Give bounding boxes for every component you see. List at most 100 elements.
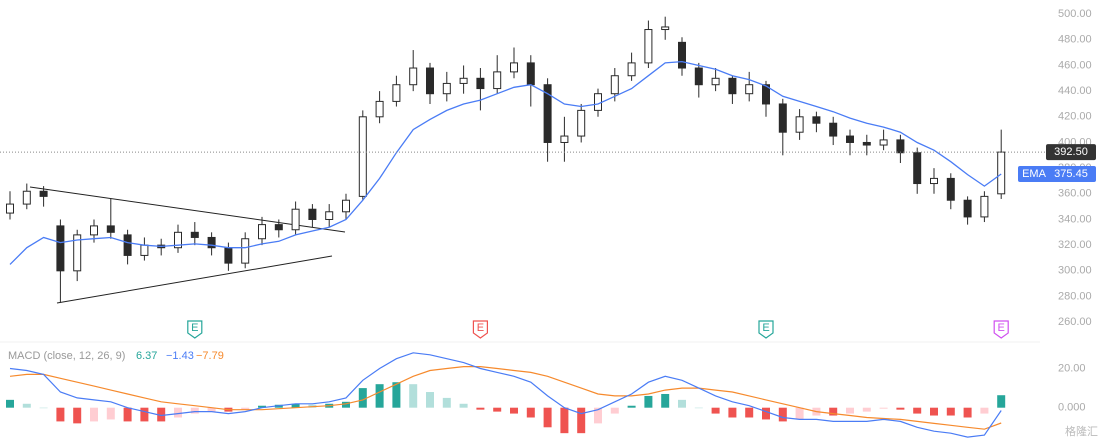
y-tick-label: 320.00 bbox=[1058, 239, 1092, 251]
candle-body bbox=[291, 208, 300, 231]
macd-histogram-bar bbox=[711, 407, 720, 414]
candle-body bbox=[795, 116, 804, 133]
macd-histogram-bar bbox=[258, 405, 266, 408]
candle-body bbox=[308, 208, 317, 220]
macd-line-value: −1.43 bbox=[166, 350, 194, 362]
candle-body bbox=[762, 84, 770, 105]
candle-body bbox=[610, 75, 619, 95]
candle-body bbox=[409, 67, 418, 86]
macd-histogram-bar bbox=[22, 403, 31, 408]
candle-body bbox=[274, 224, 283, 231]
macd-histogram-bar bbox=[795, 407, 804, 420]
macd-histogram-bar bbox=[174, 407, 182, 418]
macd-histogram-bar bbox=[896, 407, 905, 410]
candle-body bbox=[543, 84, 552, 143]
last-price-box bbox=[1046, 144, 1096, 161]
watermark: 格隆汇 bbox=[1065, 424, 1098, 438]
ema-name: EMA bbox=[1022, 168, 1047, 180]
macd-histogram-bar bbox=[90, 407, 98, 422]
candle-body bbox=[846, 135, 854, 143]
candle-body bbox=[190, 231, 199, 238]
candle-body bbox=[224, 247, 233, 264]
macd-histogram-bar bbox=[946, 407, 955, 416]
candle-body bbox=[778, 103, 787, 133]
macd-histogram-bar bbox=[106, 407, 115, 420]
candle-body bbox=[896, 139, 905, 154]
macd-histogram-bar bbox=[862, 407, 871, 412]
y-tick-label: 360.00 bbox=[1058, 188, 1092, 200]
macd-histogram-bar bbox=[442, 397, 451, 408]
candle-body bbox=[661, 26, 670, 31]
candle-body bbox=[946, 177, 955, 201]
candle-body bbox=[577, 109, 586, 137]
candle-body bbox=[73, 234, 82, 272]
candle-body bbox=[442, 82, 451, 95]
macd-title: MACD (close, 12, 26, 9) bbox=[8, 350, 125, 362]
candle-body bbox=[39, 190, 48, 197]
macd-histogram-bar bbox=[728, 407, 737, 418]
candle-body bbox=[6, 203, 14, 214]
candle-body bbox=[560, 135, 569, 143]
macd-histogram-bar bbox=[207, 407, 216, 412]
macd-histogram-bar bbox=[39, 407, 48, 409]
macd-hist-value: 6.37 bbox=[136, 350, 157, 362]
event-label: E bbox=[191, 322, 198, 334]
candle-body bbox=[711, 77, 720, 86]
candle-body bbox=[174, 231, 182, 249]
candle-body bbox=[392, 84, 401, 102]
macd-histogram-bar bbox=[930, 407, 938, 416]
y-tick-label: 460.00 bbox=[1058, 59, 1092, 71]
macd-histogram-bar bbox=[157, 407, 166, 422]
macd-histogram-bar bbox=[291, 403, 300, 408]
macd-histogram-bar bbox=[577, 407, 586, 434]
y-tick-label: 480.00 bbox=[1058, 34, 1092, 46]
event-marker bbox=[993, 320, 1009, 339]
macd-line bbox=[9, 352, 1002, 438]
event-label: E bbox=[762, 322, 769, 334]
candle-body bbox=[375, 100, 384, 118]
macd-histogram-bar bbox=[392, 382, 401, 408]
macd-histogram-bar bbox=[913, 407, 922, 414]
candle-body bbox=[459, 77, 468, 84]
y-tick-label: 420.00 bbox=[1058, 111, 1092, 123]
candle-body bbox=[106, 225, 115, 233]
macd-histogram-bar bbox=[510, 407, 518, 414]
candle-body bbox=[627, 62, 636, 77]
candle-body bbox=[123, 234, 132, 256]
macd-signal bbox=[9, 366, 1002, 430]
last-price-label: 392.50 bbox=[1054, 146, 1088, 158]
candle-body bbox=[980, 195, 989, 218]
macd-histogram-bar bbox=[661, 393, 670, 408]
candle-body bbox=[140, 244, 149, 256]
candle-body bbox=[745, 84, 754, 95]
candle-body bbox=[342, 199, 350, 213]
y-tick-label: 300.00 bbox=[1058, 265, 1092, 277]
macd-histogram-bar bbox=[829, 407, 838, 416]
candle-body bbox=[963, 199, 972, 218]
candle-body bbox=[241, 238, 250, 264]
macd-histogram-bar bbox=[426, 392, 434, 408]
macd-histogram-bar bbox=[879, 407, 888, 409]
macd-signal-value: −7.79 bbox=[196, 350, 224, 362]
macd-histogram-bar bbox=[644, 395, 653, 408]
macd-histogram-bar bbox=[997, 395, 1006, 408]
trend-line bbox=[56, 255, 333, 304]
candle-body bbox=[493, 71, 502, 90]
macd-histogram-bar bbox=[543, 407, 552, 428]
macd-histogram-bar bbox=[190, 407, 199, 414]
candle-body bbox=[862, 141, 871, 146]
macd-histogram-bar bbox=[980, 407, 989, 414]
macd-histogram-bar bbox=[241, 407, 250, 410]
macd-histogram-bar bbox=[846, 407, 854, 414]
event-marker bbox=[472, 320, 488, 339]
macd-histogram-bar bbox=[375, 384, 384, 408]
candle-body bbox=[594, 93, 602, 111]
candle-body bbox=[426, 67, 434, 95]
candle-body bbox=[829, 122, 838, 137]
macd-histogram-bar bbox=[123, 407, 132, 422]
macd-histogram-bar bbox=[560, 407, 569, 434]
candle-body bbox=[207, 236, 216, 249]
candle-body bbox=[930, 177, 938, 185]
candle-body bbox=[258, 224, 266, 240]
